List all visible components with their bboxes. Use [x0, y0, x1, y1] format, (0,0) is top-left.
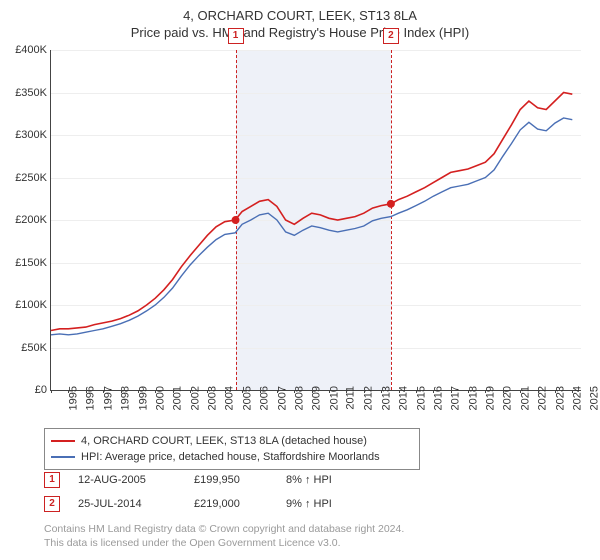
x-tick — [433, 390, 434, 393]
footer-line1: Contains HM Land Registry data © Crown c… — [44, 522, 404, 536]
y-axis-label: £300K — [3, 129, 47, 141]
sale-price-1: £199,950 — [194, 474, 286, 486]
legend-item-property: 4, ORCHARD COURT, LEEK, ST13 8LA (detach… — [51, 433, 413, 449]
sale-marker-box: 2 — [383, 28, 399, 44]
x-tick — [399, 390, 400, 393]
x-tick — [520, 390, 521, 393]
footer-line2: This data is licensed under the Open Gov… — [44, 536, 404, 550]
legend-item-hpi: HPI: Average price, detached house, Staf… — [51, 449, 413, 465]
y-axis-label: £350K — [3, 87, 47, 99]
sale-pct-2: 9% ↑ HPI — [286, 498, 332, 510]
x-tick — [364, 390, 365, 393]
x-tick — [346, 390, 347, 393]
y-axis-label: £100K — [3, 299, 47, 311]
sale-row-2: 2 25-JUL-2014 £219,000 9% ↑ HPI — [44, 496, 332, 512]
legend-box: 4, ORCHARD COURT, LEEK, ST13 8LA (detach… — [44, 428, 420, 470]
sale-date-1: 12-AUG-2005 — [78, 474, 194, 486]
chart-container: 4, ORCHARD COURT, LEEK, ST13 8LA Price p… — [0, 0, 600, 560]
x-tick — [260, 390, 261, 393]
chart-plot-area: £0£50K£100K£150K£200K£250K£300K£350K£400… — [50, 50, 581, 391]
sale-marker-box: 1 — [228, 28, 244, 44]
chart-title-line1: 4, ORCHARD COURT, LEEK, ST13 8LA — [0, 0, 600, 23]
x-tick — [485, 390, 486, 393]
footer-text: Contains HM Land Registry data © Crown c… — [44, 522, 404, 550]
x-tick — [277, 390, 278, 393]
x-tick — [225, 390, 226, 393]
x-tick — [103, 390, 104, 393]
x-tick — [173, 390, 174, 393]
chart-svg — [51, 50, 581, 390]
chart-title-line2: Price paid vs. HM Land Registry's House … — [0, 23, 600, 40]
y-axis-label: £400K — [3, 44, 47, 56]
sale-pct-1: 8% ↑ HPI — [286, 474, 332, 486]
x-tick — [51, 390, 52, 393]
y-axis-label: £150K — [3, 257, 47, 269]
x-tick — [416, 390, 417, 393]
x-tick — [312, 390, 313, 393]
x-tick — [121, 390, 122, 393]
x-tick — [155, 390, 156, 393]
series-property — [51, 93, 572, 331]
legend-swatch-property — [51, 440, 75, 442]
x-tick — [468, 390, 469, 393]
y-axis-label: £50K — [3, 342, 47, 354]
y-axis-label: £250K — [3, 172, 47, 184]
y-axis-label: £200K — [3, 214, 47, 226]
x-tick — [68, 390, 69, 393]
sale-price-2: £219,000 — [194, 498, 286, 510]
legend-swatch-hpi — [51, 456, 75, 458]
x-tick — [555, 390, 556, 393]
sale-marker-1: 1 — [44, 472, 60, 488]
x-tick — [538, 390, 539, 393]
x-tick — [242, 390, 243, 393]
sale-date-2: 25-JUL-2014 — [78, 498, 194, 510]
legend-label-property: 4, ORCHARD COURT, LEEK, ST13 8LA (detach… — [81, 435, 367, 447]
x-tick — [86, 390, 87, 393]
x-tick — [503, 390, 504, 393]
x-axis-label: 2025 — [589, 386, 600, 410]
series-hpi — [51, 118, 572, 335]
x-tick — [572, 390, 573, 393]
x-tick — [451, 390, 452, 393]
y-axis-label: £0 — [3, 384, 47, 396]
sale-marker-2: 2 — [44, 496, 60, 512]
x-tick — [329, 390, 330, 393]
sale-row-1: 1 12-AUG-2005 £199,950 8% ↑ HPI — [44, 472, 332, 488]
x-tick — [294, 390, 295, 393]
legend-label-hpi: HPI: Average price, detached house, Staf… — [81, 451, 380, 463]
x-tick — [207, 390, 208, 393]
x-tick — [381, 390, 382, 393]
x-tick — [138, 390, 139, 393]
x-tick — [190, 390, 191, 393]
